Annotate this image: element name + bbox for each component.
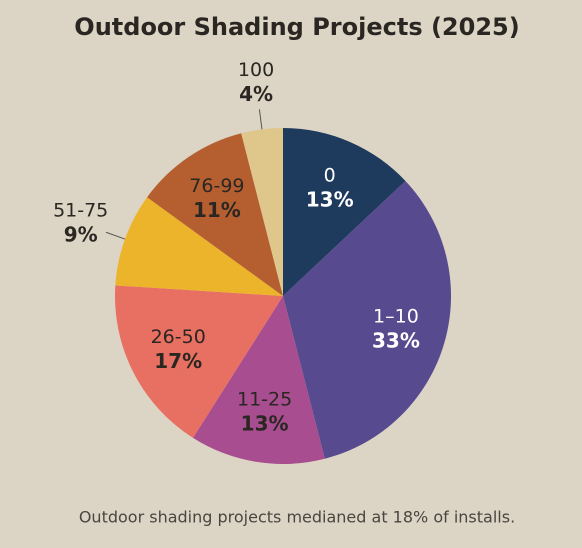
leader-line xyxy=(258,109,263,130)
slice-label: 76-99 xyxy=(189,175,244,197)
pie-slice xyxy=(283,128,406,296)
value-label: 11% xyxy=(193,198,241,222)
slice-label: 11-25 xyxy=(237,389,292,411)
leader-line xyxy=(105,231,126,240)
slice-label: 100 xyxy=(238,59,274,81)
slice-label: 51-75 xyxy=(53,200,108,222)
slice-label: 0 xyxy=(324,165,336,187)
pie-slice xyxy=(115,285,283,438)
value-label: 17% xyxy=(154,349,202,373)
caption: Outdoor shading projects medianed at 18%… xyxy=(79,508,515,527)
pie-slice xyxy=(192,296,325,464)
pie-slice xyxy=(283,180,452,459)
slice-label: 26-50 xyxy=(151,326,206,348)
value-label: 13% xyxy=(241,412,289,436)
chart-title: Outdoor Shading Projects (2025) xyxy=(74,13,519,41)
value-label: 13% xyxy=(306,188,354,212)
value-label: 4% xyxy=(239,82,273,106)
value-label: 9% xyxy=(64,223,98,247)
pie-slice xyxy=(241,128,283,296)
value-label: 33% xyxy=(372,328,420,352)
slice-label: 1–10 xyxy=(373,305,419,327)
pie-slice xyxy=(147,133,283,296)
pie-slice xyxy=(115,197,283,296)
